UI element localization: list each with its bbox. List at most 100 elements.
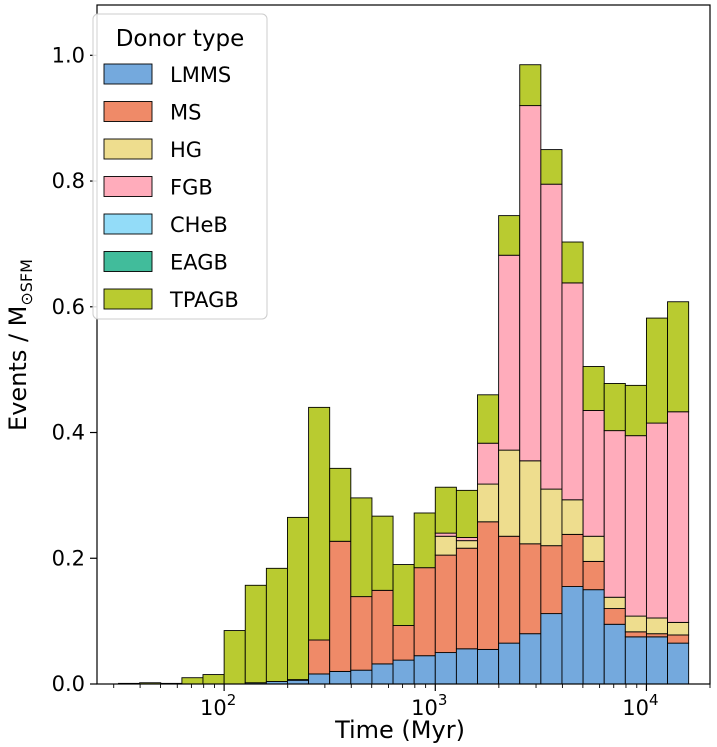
bar-tpagb-20	[540, 149, 563, 185]
bar-fgb-16	[455, 537, 478, 542]
x-tick-label: 102	[200, 691, 236, 720]
bar-tpagb-22	[582, 366, 605, 411]
bar-fgb-18	[498, 254, 521, 451]
bar-group	[118, 64, 690, 685]
bar-fgb-24	[624, 435, 647, 617]
bar-tpagb-8	[287, 516, 310, 681]
legend-label-ms: MS	[170, 101, 201, 125]
bar-ms-15	[434, 554, 457, 654]
bar-hg-25	[645, 617, 669, 635]
bar-lmms-21	[561, 586, 584, 685]
bar-tpagb-5	[223, 630, 246, 685]
bar-tpagb-25	[645, 317, 669, 424]
legend-label-hg: HG	[170, 138, 202, 162]
legend: Donor type LMMS MS HG FGB CHeB EAGB TPAGB	[92, 13, 268, 320]
x-tick-label: 103	[411, 691, 447, 720]
bar-tpagb-15	[434, 486, 457, 534]
bar-ms-26	[667, 634, 690, 644]
legend-label-eagb: EAGB	[170, 251, 228, 275]
bar-ms-18	[498, 535, 521, 644]
bar-lmms-14	[413, 655, 436, 685]
bar-lmms-17	[477, 648, 500, 685]
y-axis-label-main: Events / M	[4, 306, 32, 431]
bar-lmms-26	[667, 642, 690, 685]
bar-fgb-26	[667, 411, 690, 623]
y-tick-label: 0.6	[52, 295, 85, 319]
legend-entries: LMMS MS HG FGB CHeB EAGB TPAGB	[103, 63, 239, 312]
bar-fgb-22	[582, 410, 605, 537]
bar-lmms-19	[519, 633, 542, 685]
bar-fgb-25	[645, 422, 669, 619]
bar-fgb-23	[603, 430, 626, 598]
bar-tpagb-24	[624, 384, 647, 437]
bar-hg-15	[434, 535, 457, 556]
bar-ms-13	[392, 625, 415, 661]
legend-swatch-hg	[103, 138, 153, 160]
bar-ms-17	[477, 521, 500, 650]
bar-tpagb-11	[350, 497, 373, 598]
bar-ms-23	[603, 608, 626, 625]
bar-lmms-25	[645, 636, 669, 685]
bar-lmms-10	[329, 670, 352, 685]
bar-tpagb-26	[667, 301, 690, 413]
legend-label-tpagb: TPAGB	[169, 288, 239, 312]
bar-hg-19	[519, 460, 542, 545]
bar-lmms-11	[350, 669, 373, 685]
bar-lmms-16	[455, 648, 478, 685]
bar-tpagb-4	[202, 674, 225, 685]
bar-hg-20	[540, 488, 563, 547]
legend-swatch-fgb	[103, 176, 153, 197]
bar-ms-20	[540, 545, 563, 615]
bar-tpagb-9	[308, 406, 331, 641]
bar-ms-19	[519, 543, 542, 635]
bar-hg-17	[477, 483, 500, 523]
bar-tpagb-21	[561, 241, 584, 284]
bar-tpagb-12	[371, 515, 394, 591]
bar-ms-25	[645, 633, 669, 638]
bar-tpagb-6	[244, 584, 267, 684]
bar-ms-9	[308, 639, 331, 675]
legend-title: Donor type	[116, 26, 245, 52]
y-tick-label: 0.8	[52, 169, 85, 193]
legend-swatch-lmms	[103, 63, 153, 85]
bar-tpagb-19	[519, 64, 542, 107]
y-tick-label: 0.0	[52, 672, 85, 696]
bar-tpagb-23	[603, 383, 626, 432]
bar-tpagb-14	[413, 512, 436, 569]
bar-tpagb-17	[477, 394, 500, 444]
bar-hg-22	[582, 535, 605, 562]
bar-lmms-22	[582, 589, 605, 685]
bar-ms-11	[350, 596, 373, 671]
plot-frame	[96, 4, 711, 685]
x-axis: 102 103 104	[113, 684, 711, 720]
bar-fgb-17	[477, 442, 500, 485]
bar-hg-24	[624, 615, 647, 633]
bar-lmms-9	[308, 673, 331, 685]
bar-fgb-19	[519, 105, 542, 462]
bar-tpagb-18	[498, 215, 521, 256]
bar-hg-21	[561, 499, 584, 535]
y-tick-label: 1.0	[52, 43, 85, 67]
bar-ms-16	[455, 547, 478, 650]
bar-ms-12	[371, 589, 394, 665]
bar-ms-10	[329, 540, 352, 672]
legend-label-lmms: LMMS	[170, 63, 231, 87]
bar-ms-22	[582, 560, 605, 591]
bar-tpagb-16	[455, 489, 478, 538]
bar-hg-23	[603, 596, 626, 610]
bar-fgb-20	[540, 183, 563, 490]
bar-ms-14	[413, 567, 436, 657]
y-axis-label: Events / M⊙SFM	[4, 259, 36, 431]
bar-ms-24	[624, 631, 647, 638]
bar-lmms-12	[371, 663, 394, 685]
legend-swatch-eagb	[103, 251, 153, 272]
legend-swatch-tpagb	[103, 288, 153, 310]
bar-tpagb-10	[329, 467, 352, 542]
legend-label-fgb: FGB	[170, 176, 213, 200]
bar-lmms-18	[498, 642, 521, 685]
bar-tpagb-3	[181, 677, 204, 685]
y-tick-label: 0.2	[52, 546, 85, 570]
bar-lmms-20	[540, 613, 563, 685]
bar-lmms-15	[434, 652, 457, 685]
